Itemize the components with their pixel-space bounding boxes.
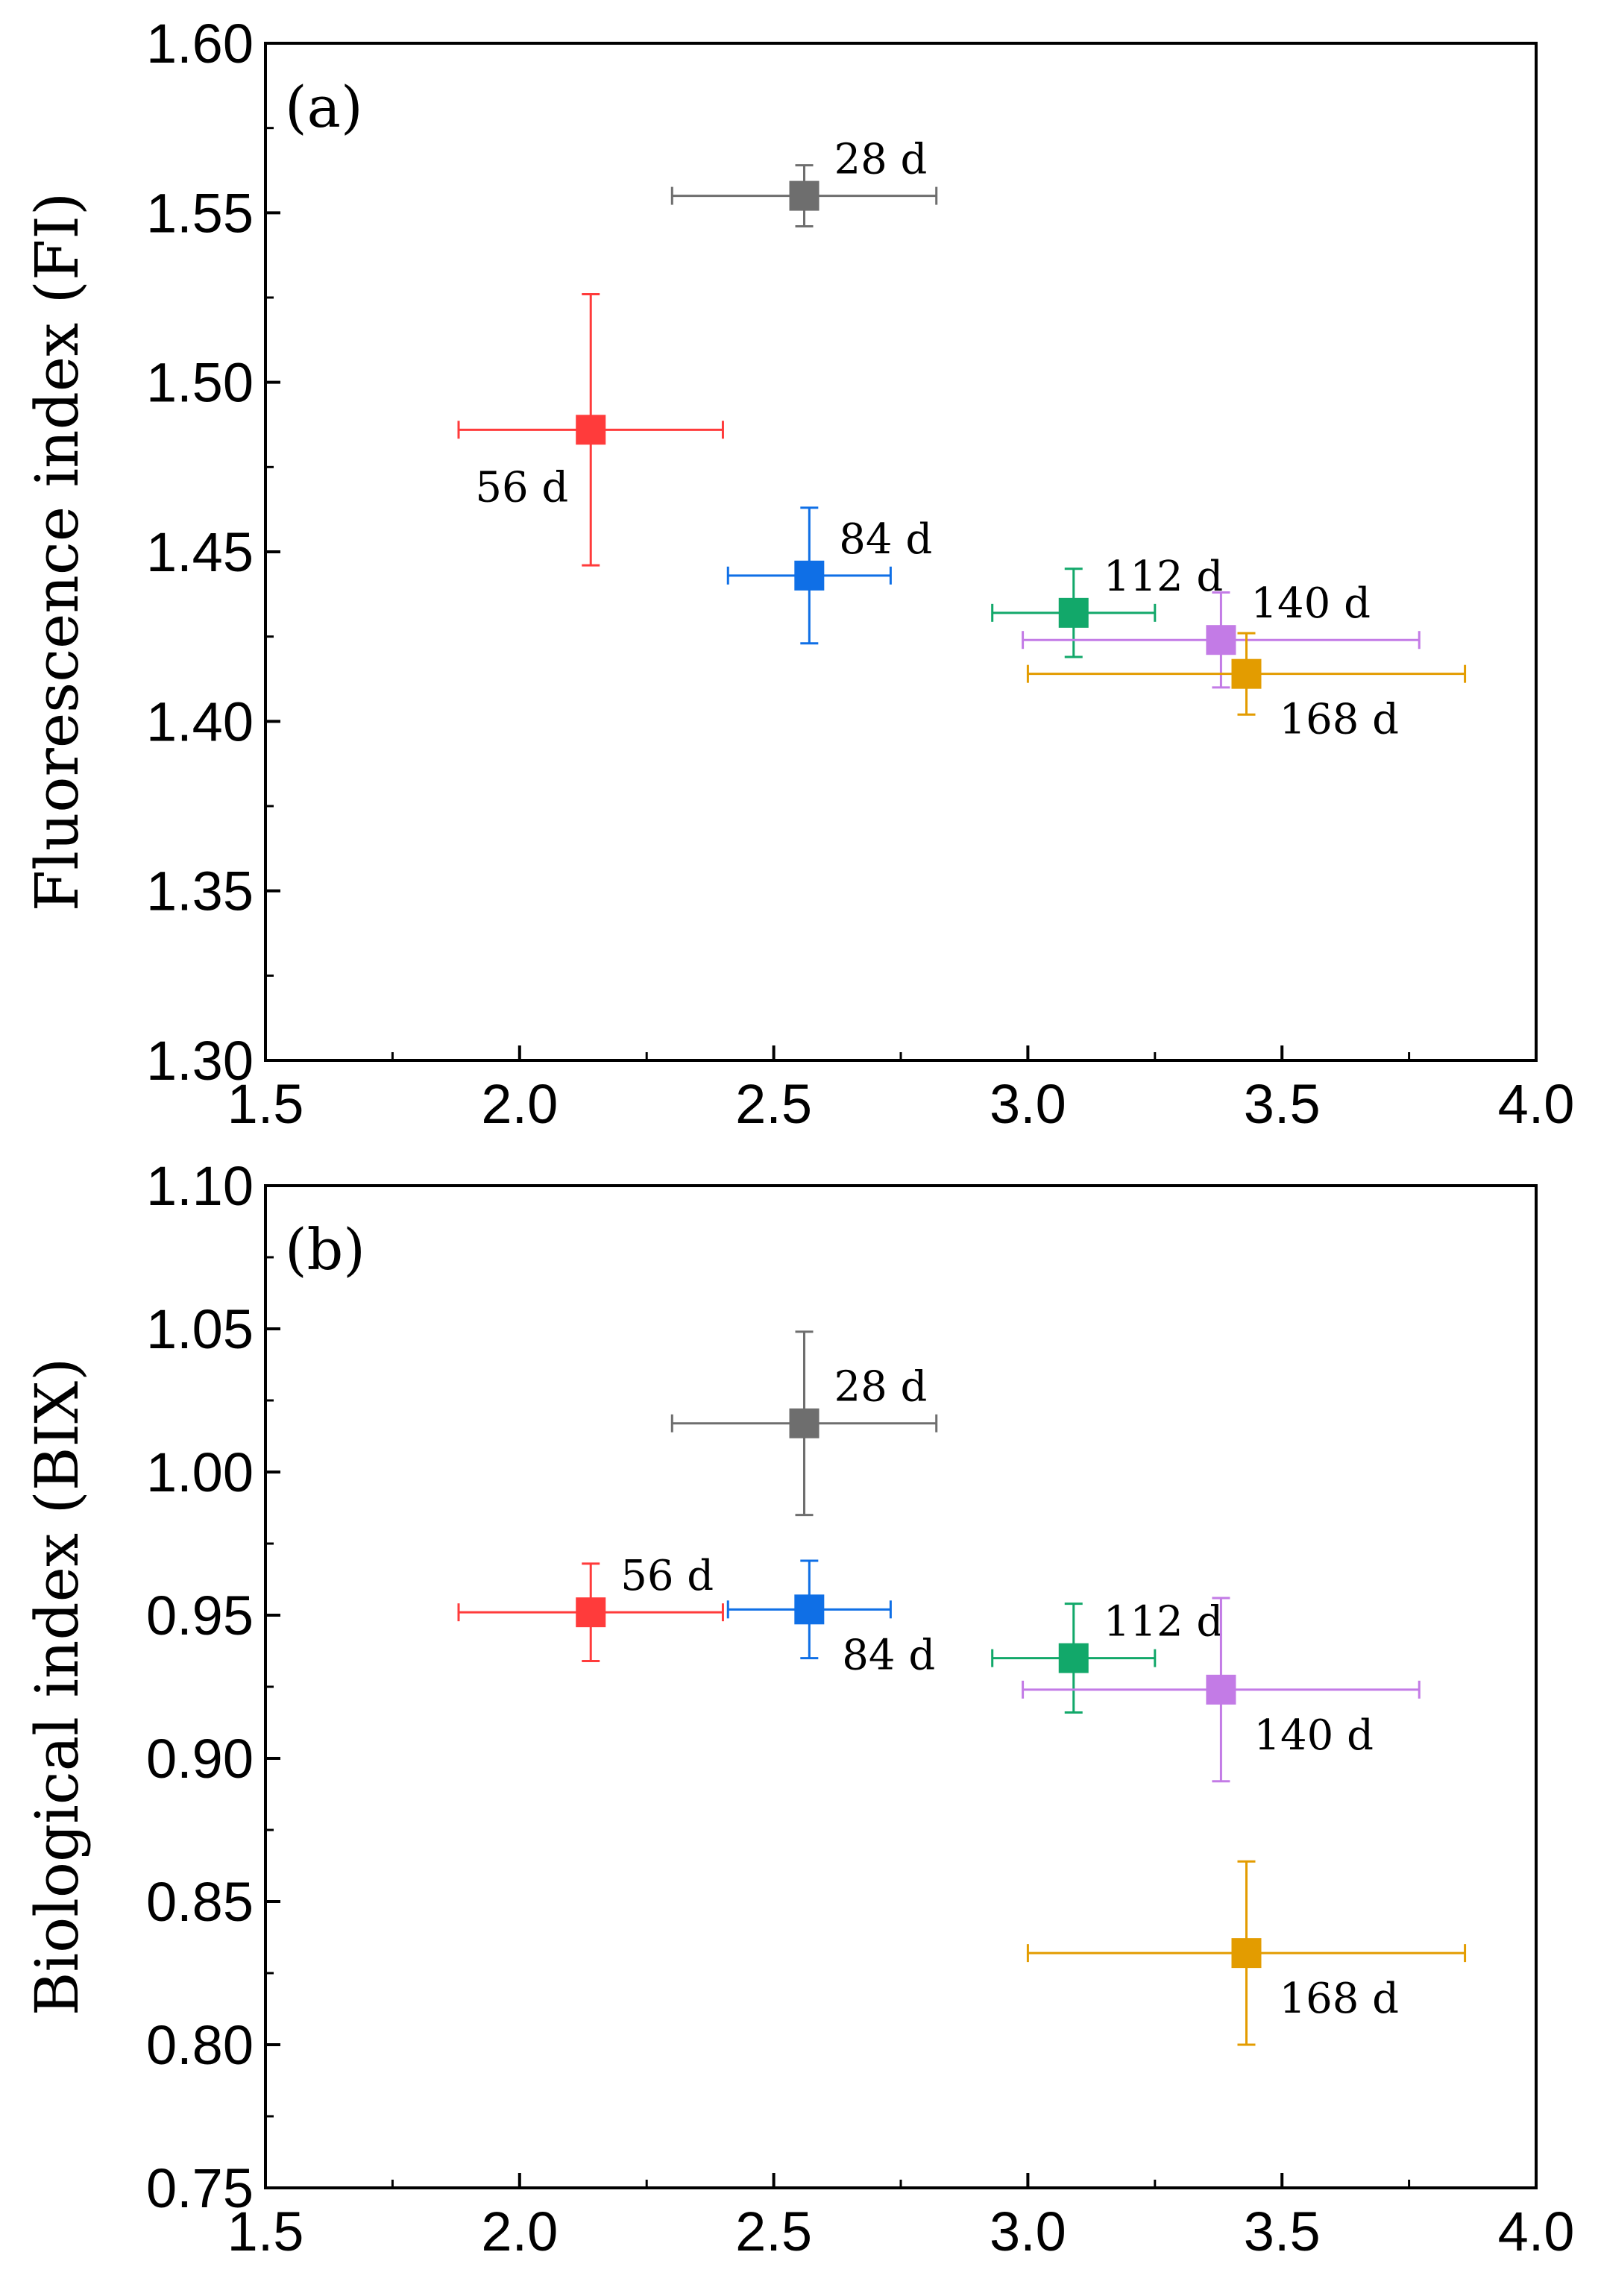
point-label: 28 d	[834, 1363, 927, 1412]
data-point-112d: 112 d	[991, 1598, 1224, 1714]
panel-a: 1.5 2.0 2.5 3.0 3.5 4.0 1.30 1.35 1.40 1.45 1.50 1.…	[22, 13, 1574, 1135]
x-tick-label: 3.0	[990, 1073, 1066, 1135]
point-label: 112 d	[1104, 553, 1224, 601]
data-point-28d: 28 d	[670, 1330, 938, 1517]
y-tick-label: 0.95	[146, 1585, 254, 1646]
data-point-84d: 84 d	[726, 1559, 935, 1679]
y-axis-title: Fluorescence index (FI)	[22, 192, 92, 911]
point-label: 84 d	[842, 1631, 935, 1679]
x-tick-label: 2.0	[481, 2201, 558, 2262]
y-tick-label: 0.85	[146, 1871, 254, 1933]
data-point-168d: 168 d	[1026, 1860, 1467, 2046]
y-tick-label: 1.45	[146, 521, 254, 583]
x-tick-label: 4.0	[1498, 2201, 1575, 2262]
y-tick-label: 1.00	[146, 1441, 254, 1503]
data-point-84d: 84 d	[726, 506, 932, 645]
data-point-140d: 140 d	[1022, 579, 1421, 689]
square-marker	[1231, 1938, 1262, 1969]
square-marker	[576, 1597, 606, 1628]
point-label: 84 d	[839, 515, 932, 564]
y-tick-label: 1.10	[146, 1155, 254, 1217]
point-label: 28 d	[834, 136, 927, 184]
point-label: 56 d	[620, 1552, 714, 1600]
data-point-140d: 140 d	[1022, 1597, 1421, 1783]
data-point-28d: 28 d	[670, 136, 938, 228]
plot-frame	[264, 1184, 1538, 2189]
y-tick-label: 0.90	[146, 1728, 254, 1790]
y-tick-label: 0.80	[146, 2014, 254, 2076]
x-tick-label: 2.5	[735, 2201, 812, 2262]
x-tick-label: 3.0	[990, 2201, 1066, 2262]
square-marker	[789, 180, 820, 211]
x-tick-label: 2.0	[481, 1073, 558, 1135]
y-tick-label: 0.75	[146, 2157, 254, 2219]
y-tick-label: 1.40	[146, 691, 254, 752]
x-tick-label: 4.0	[1498, 1073, 1575, 1135]
square-marker	[1206, 625, 1236, 655]
point-label: 140 d	[1254, 1711, 1374, 1760]
point-label: 56 d	[475, 463, 568, 512]
y-tick-label: 1.60	[146, 13, 254, 75]
y-tick-label: 1.50	[146, 352, 254, 414]
point-label: 168 d	[1279, 1975, 1399, 2023]
square-marker	[576, 415, 606, 445]
square-marker	[1058, 597, 1089, 628]
data-point-56d: 56 d	[457, 292, 724, 567]
point-label: 168 d	[1279, 696, 1399, 744]
y-tick-label: 1.30	[146, 1030, 254, 1092]
data-point-56d: 56 d	[457, 1552, 724, 1662]
data-point-168d: 168 d	[1026, 632, 1467, 744]
square-marker	[1206, 1674, 1236, 1705]
x-tick-label: 1.5	[227, 2201, 304, 2262]
x-tick-label: 3.5	[1244, 2201, 1321, 2262]
y-tick-label: 1.35	[146, 861, 254, 922]
square-marker	[794, 1594, 825, 1625]
panel-label: (a)	[285, 74, 363, 140]
square-marker	[794, 560, 825, 591]
square-marker	[1058, 1643, 1089, 1673]
x-tick-label: 2.5	[735, 1073, 812, 1135]
panel-label: (b)	[285, 1216, 365, 1283]
x-tick-label: 1.5	[227, 1073, 304, 1135]
y-tick-label: 1.05	[146, 1298, 254, 1360]
x-tick-label: 3.5	[1244, 1073, 1321, 1135]
point-label: 140 d	[1251, 579, 1371, 628]
point-label: 112 d	[1104, 1598, 1224, 1646]
y-axis-title: Biological index (BIX)	[22, 1358, 92, 2016]
square-marker	[789, 1408, 820, 1438]
y-tick-label: 1.55	[146, 182, 254, 244]
data-point-112d: 112 d	[991, 553, 1224, 658]
square-marker	[1231, 658, 1262, 689]
panel-b: 1.5 2.0 2.5 3.0 3.5 4.0 0.75 0.80 0.85 0.90 0.95 1.…	[22, 1155, 1574, 2262]
